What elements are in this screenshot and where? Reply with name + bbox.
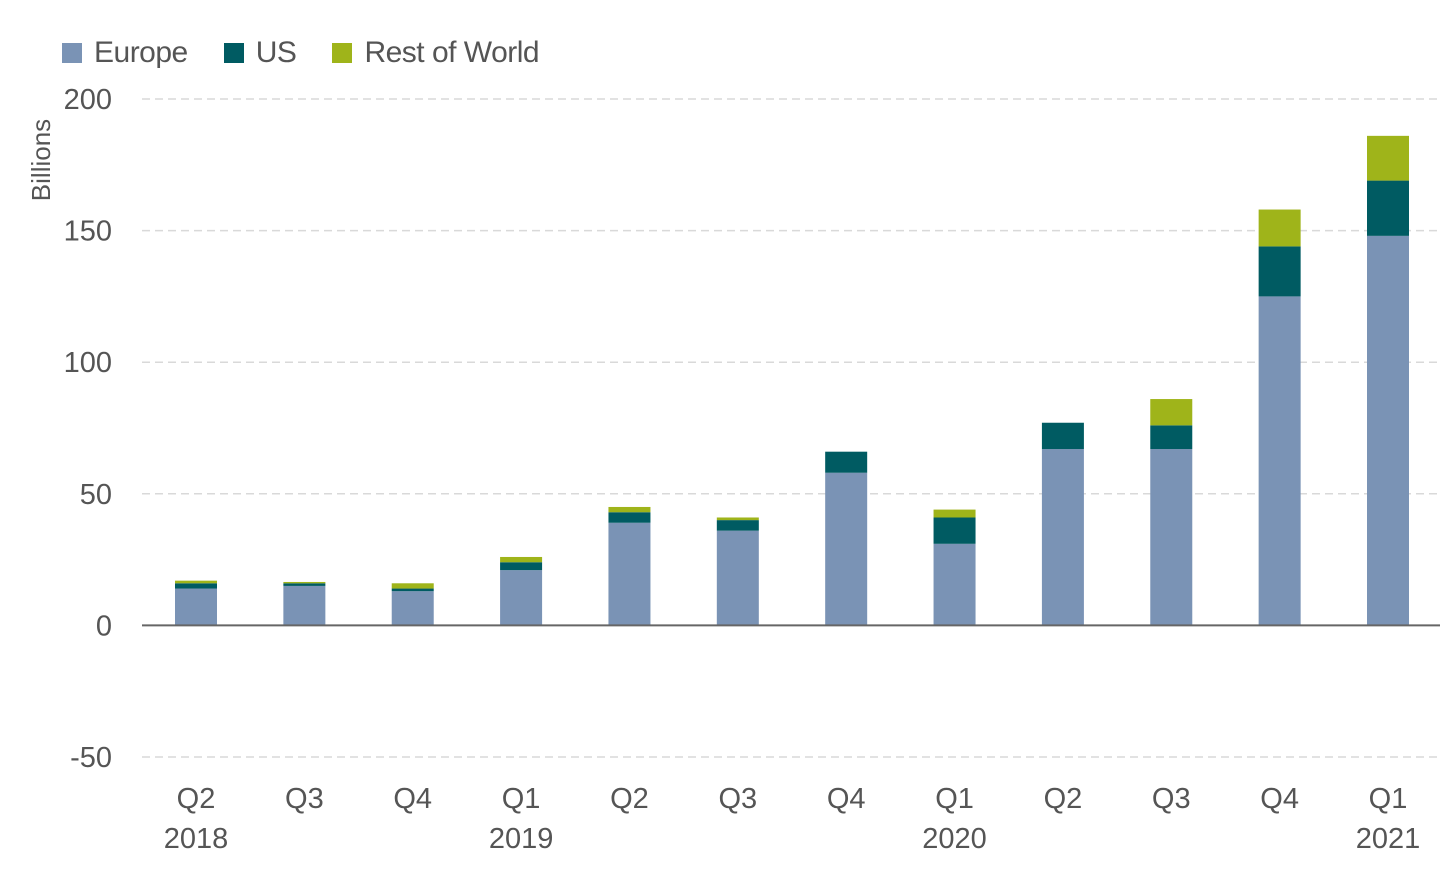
y-axis-ticks: -50 0 50 100 150 200 [64,84,112,774]
bar-europe [608,522,651,626]
bar-us [1150,425,1193,450]
legend-swatch-rest-of-world [332,43,353,63]
legend-label-rest-of-world: Rest of World [364,36,540,69]
bar-europe [1041,449,1084,626]
x-tick-label: Q3 [718,783,757,815]
x-tick-label: Q2 [610,783,649,815]
x-axis-ticks: Q2 2018 Q3 Q4 Q1 2019 Q2 Q3 Q4 Q1 2020 Q2 Q3 Q4 Q1 2021 [164,783,1421,855]
x-tick-label: Q1 [935,783,974,815]
bar-europe [933,543,976,626]
bar-rest-of-world [1258,209,1301,247]
x-tick-label: Q4 [393,783,432,815]
bar-europe [500,570,543,626]
bar-rest-of-world [175,580,217,584]
y-tick-label: 200 [64,84,112,116]
y-tick-label: 0 [96,610,112,642]
y-tick-label: 50 [80,479,112,511]
bar-europe [825,472,868,626]
bar-europe [716,530,759,626]
bar-europe [1367,235,1409,626]
legend-item-europe: Europe [62,36,188,70]
bar-us [1041,422,1084,450]
y-tick-label: -50 [70,742,112,774]
legend-item-rest-of-world: Rest of World [332,36,540,70]
bar-us [500,562,543,571]
legend-swatch-us [223,43,244,63]
bar-us [1258,246,1301,297]
x-tick-label: Q3 [285,783,324,815]
legend-label-us: US [255,36,297,69]
x-tick-label: Q3 [1152,783,1191,815]
x-tick-year-label: 2020 [922,823,987,855]
y-tick-label: 100 [64,347,112,379]
bar-europe [175,588,217,626]
bar-rest-of-world [500,556,543,563]
x-tick-label: Q4 [827,783,866,815]
bar-europe [1258,296,1301,626]
bar-us [175,583,217,589]
bar-us [608,512,651,523]
bar-rest-of-world [391,583,434,589]
bar-rest-of-world [1150,399,1193,426]
bar-rest-of-world [1367,135,1409,181]
bar-rest-of-world [283,581,326,584]
legend-label-europe: Europe [94,36,188,69]
legend-swatch-europe [62,43,82,63]
x-tick-label: Q1 [502,783,541,815]
gridlines [142,98,1440,758]
legend: Europe US Rest of World [62,36,540,70]
bar-europe [283,585,326,626]
y-axis-title: Billions [26,119,56,201]
bar-rest-of-world [608,506,651,513]
x-tick-label: Q2 [1044,783,1083,815]
bar-europe [1150,449,1193,626]
bars [175,135,1409,626]
bar-us [716,520,759,531]
x-tick-label: Q1 [1369,783,1408,815]
x-tick-label: Q4 [1260,783,1299,815]
y-tick-label: 150 [64,216,112,248]
bar-us [1367,180,1409,236]
bar-us [825,451,868,473]
bar-us [391,588,434,592]
bar-us [283,583,326,586]
bar-rest-of-world [933,509,976,518]
x-tick-year-label: 2021 [1356,823,1421,855]
x-tick-label: Q2 [177,783,216,815]
bar-europe [391,591,434,626]
legend-item-us: US [223,36,297,70]
bar-us [933,517,976,544]
bar-rest-of-world [716,517,759,521]
x-tick-year-label: 2019 [489,823,554,855]
x-tick-year-label: 2018 [164,823,229,855]
